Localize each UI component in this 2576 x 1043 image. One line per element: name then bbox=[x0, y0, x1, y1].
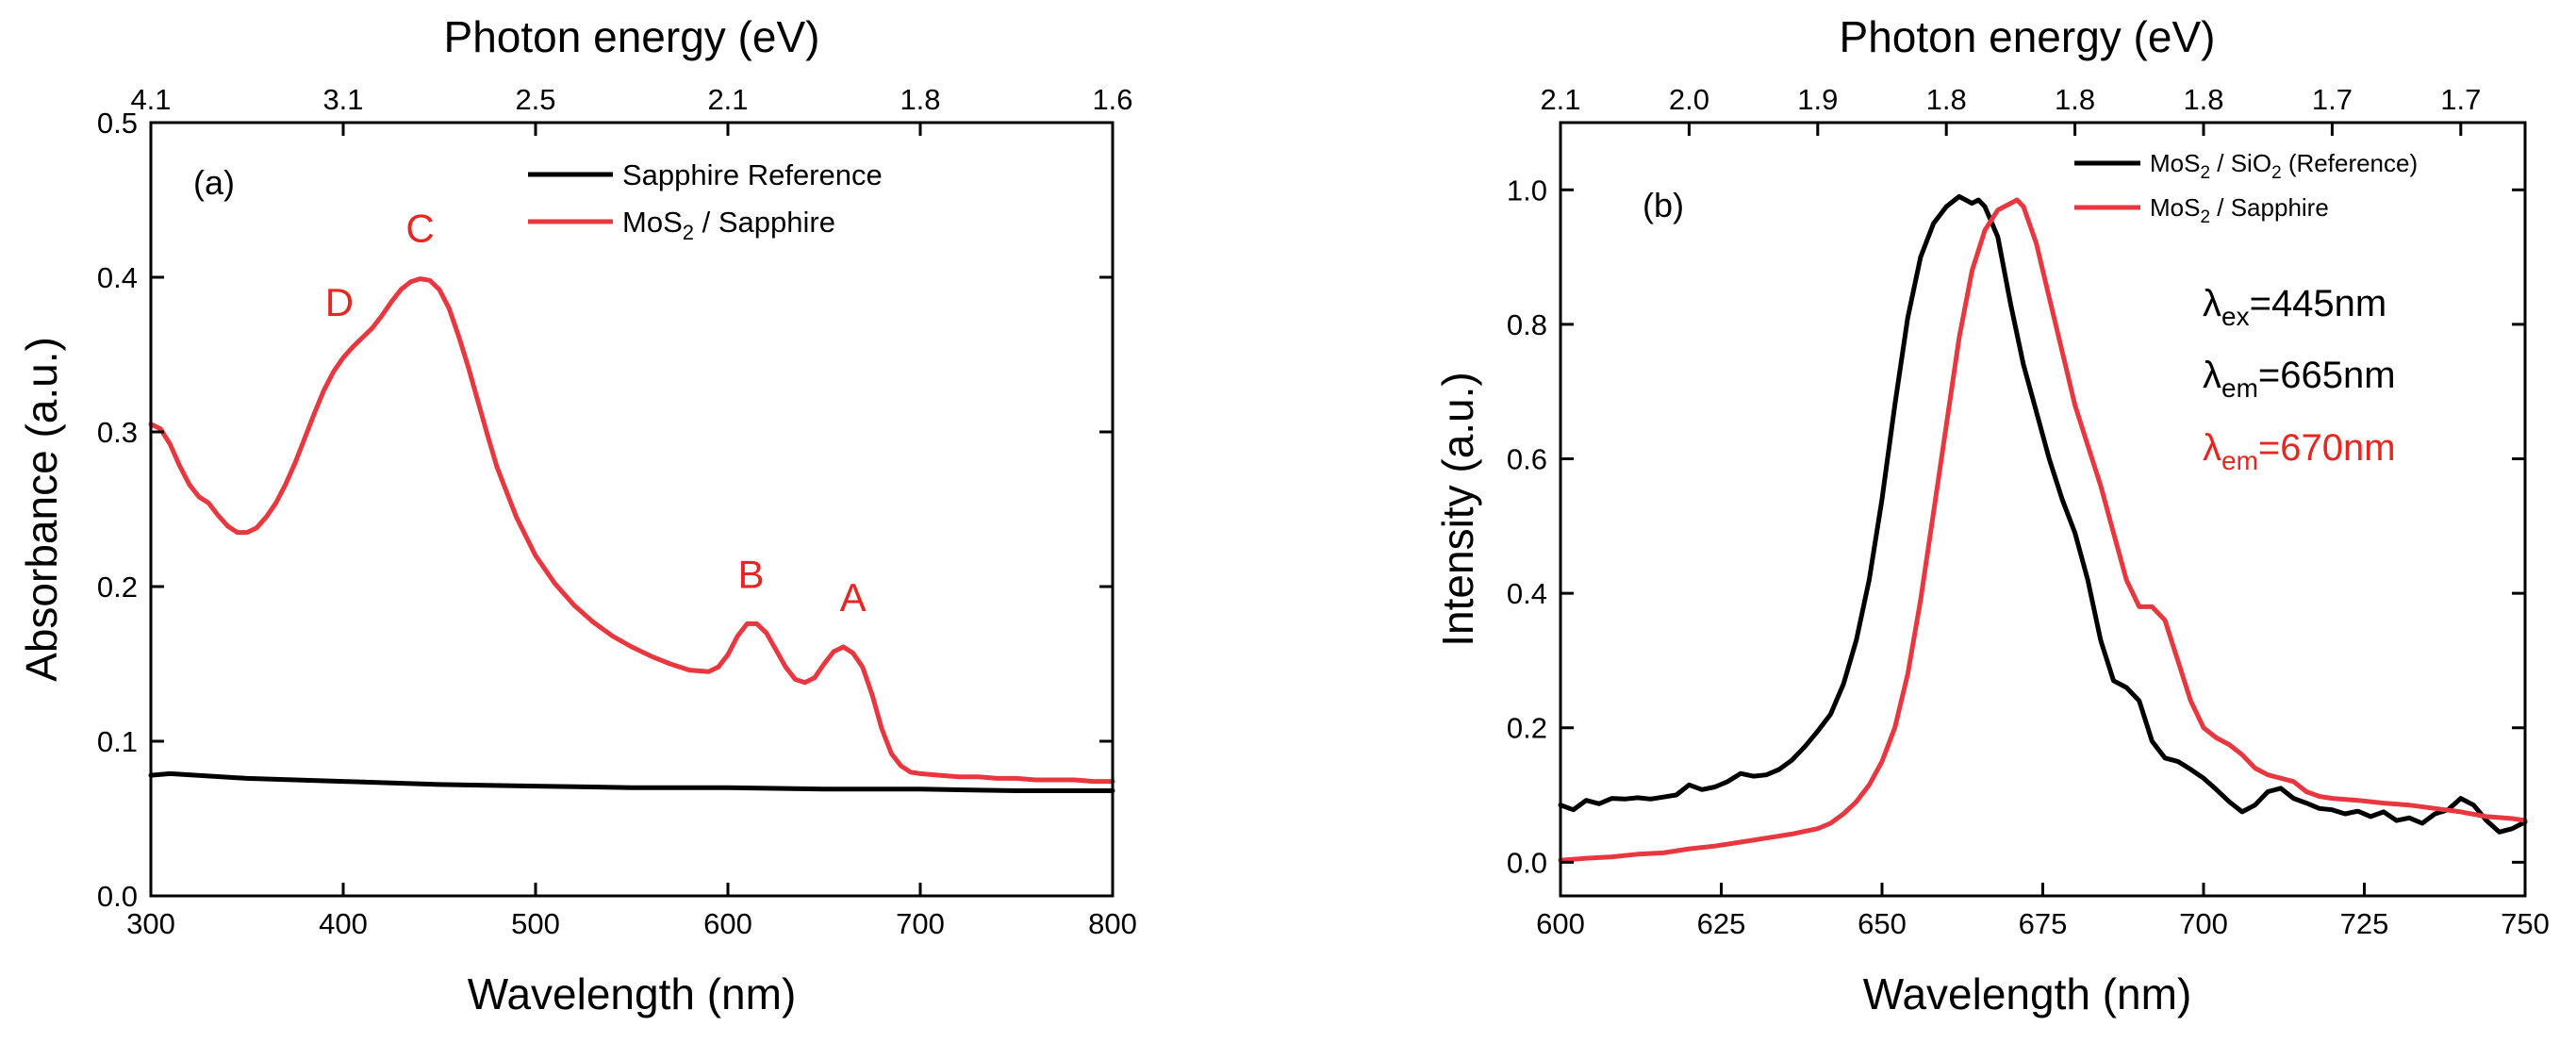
panel-a-legend-label-sapphire-reference: Sapphire Reference bbox=[622, 158, 883, 191]
panel-a-y-tick-label: 0.1 bbox=[97, 725, 138, 758]
panel-a-x-tick-label: 300 bbox=[126, 907, 175, 940]
panel-a-top-tick-label: 1.6 bbox=[1092, 83, 1132, 116]
panel-b-top-axis-title: Photon energy (eV) bbox=[1840, 12, 2216, 61]
panel-b-legend-label-mos2-sio2: MoS2 / SiO2 (Reference) bbox=[2150, 149, 2418, 183]
panel-a-legend-label-mos2-sapphire: MoS2 / Sapphire bbox=[622, 206, 835, 244]
panel-a-y-tick-label: 0.3 bbox=[97, 416, 138, 449]
panel-b-top-ticks: 2.1 2.0 1.9 1.8 1.8 1.8 1.7 1.7 bbox=[1540, 83, 2481, 136]
panel-b-top-tick-label: 2.1 bbox=[1540, 83, 1580, 116]
panel-a-x-axis-title: Wavelength (nm) bbox=[468, 969, 797, 1018]
panel-a-y-tick-label: 0.0 bbox=[97, 880, 138, 913]
panel-b-series-group bbox=[1558, 193, 2528, 863]
panel-a-series-line-1 bbox=[148, 276, 1115, 785]
panel-a-top-ticks: 4.1 3.1 2.5 2.1 1.8 1.6 bbox=[130, 83, 1133, 136]
panel-b-x-tick-label: 600 bbox=[1536, 907, 1585, 940]
panel-b-series-line-0 bbox=[1558, 193, 2528, 835]
panel-b-top-tick-label: 2.0 bbox=[1669, 83, 1709, 116]
panel-a-x-tick-label: 800 bbox=[1088, 907, 1137, 940]
panel-b-x-axis-title: Wavelength (nm) bbox=[1863, 969, 2192, 1018]
lambda-emission-reference-label: λem=665nm bbox=[2203, 355, 2396, 403]
panel-a-y-axis-title: Absorbance (a.u.) bbox=[17, 337, 66, 682]
panel-b-x-tick-label: 750 bbox=[2501, 907, 2550, 940]
panel-b-y-tick-label: 0.4 bbox=[1507, 577, 1547, 610]
panel-b-plot-frame bbox=[1559, 121, 2527, 898]
panel-a-peak-annotations: D C B A bbox=[325, 206, 867, 620]
panel-b-x-ticks: 600 625 650 675 700 725 750 bbox=[1536, 883, 2550, 940]
panel-a-absorbance-chart: 300 400 500 600 700 800 0.0 0.1 0.2 0.3 0.4 0.5 4.… bbox=[17, 12, 1137, 1018]
lambda-emission-sapphire-label: λem=670nm bbox=[2203, 427, 2396, 475]
panel-b-series-line-1 bbox=[1558, 197, 2528, 863]
peak-label-b: B bbox=[737, 553, 764, 597]
panel-a-label: (a) bbox=[193, 163, 235, 202]
panel-b-top-tick-label: 1.9 bbox=[1797, 83, 1838, 116]
panel-b-wavelength-annotations: λex=445nm λem=665nm λem=670nm bbox=[2203, 283, 2396, 475]
panel-b-legend: MoS2 / SiO2 (Reference) MoS2 / Sapphire bbox=[2074, 149, 2418, 227]
panel-a-top-tick-label: 2.5 bbox=[515, 83, 555, 116]
panel-b-x-tick-label: 675 bbox=[2019, 907, 2068, 940]
panel-b-label: (b) bbox=[1643, 186, 1684, 224]
panel-b-top-tick-label: 1.7 bbox=[2312, 83, 2353, 116]
panel-a-top-tick-label: 3.1 bbox=[322, 83, 363, 116]
panel-a-series-group bbox=[148, 276, 1115, 793]
panel-a-x-tick-label: 400 bbox=[319, 907, 368, 940]
panel-b-y-tick-label: 0.0 bbox=[1507, 846, 1547, 879]
panel-a-x-tick-label: 500 bbox=[511, 907, 560, 940]
panel-a-legend: Sapphire Reference MoS2 / Sapphire bbox=[528, 158, 883, 244]
panel-a-x-tick-label: 700 bbox=[896, 907, 945, 940]
panel-b-top-tick-label: 1.7 bbox=[2440, 83, 2481, 116]
panel-a-top-tick-label: 1.8 bbox=[900, 83, 940, 116]
panel-b-y-axis-title: Intensity (a.u.) bbox=[1433, 372, 1482, 646]
panel-b-legend-label-mos2-sapphire: MoS2 / Sapphire bbox=[2150, 193, 2329, 227]
panel-b-top-tick-label: 1.8 bbox=[1926, 83, 1967, 116]
panel-b-y-tick-label: 0.6 bbox=[1507, 443, 1547, 476]
peak-label-c: C bbox=[405, 206, 434, 250]
panel-b-photoluminescence-chart: 600 625 650 675 700 725 750 0.0 0.2 0.4 0.6 0.8 1.0… bbox=[1433, 12, 2550, 1018]
panel-b-y-tick-label: 0.8 bbox=[1507, 308, 1547, 341]
panel-b-x-tick-label: 725 bbox=[2340, 907, 2389, 940]
panel-a-x-ticks: 300 400 500 600 700 800 bbox=[126, 883, 1137, 940]
panel-b-x-tick-label: 650 bbox=[1858, 907, 1907, 940]
panel-b-y-ticks: 0.0 0.2 0.4 0.6 0.8 1.0 bbox=[1507, 174, 2525, 879]
panel-a-top-axis-title: Photon energy (eV) bbox=[444, 12, 820, 61]
panel-b-top-tick-label: 1.8 bbox=[2183, 83, 2223, 116]
panel-b-y-tick-label: 1.0 bbox=[1507, 174, 1547, 207]
lambda-excitation-label: λex=445nm bbox=[2203, 283, 2386, 331]
panel-b-x-tick-label: 625 bbox=[1697, 907, 1746, 940]
panel-a-y-tick-label: 0.5 bbox=[97, 107, 138, 140]
peak-label-a: A bbox=[840, 575, 867, 620]
panel-a-y-tick-label: 0.4 bbox=[97, 261, 138, 294]
panel-a-top-tick-label: 4.1 bbox=[130, 83, 171, 116]
panel-a-y-tick-label: 0.2 bbox=[97, 571, 138, 604]
panel-b-x-tick-label: 700 bbox=[2179, 907, 2228, 940]
panel-a-series-line-0 bbox=[148, 770, 1115, 793]
panel-a-y-ticks: 0.0 0.1 0.2 0.3 0.4 0.5 bbox=[97, 107, 1113, 913]
panel-b-top-tick-label: 1.8 bbox=[2055, 83, 2095, 116]
peak-label-d: D bbox=[325, 280, 354, 324]
panel-b-y-tick-label: 0.2 bbox=[1507, 712, 1547, 745]
panel-a-x-tick-label: 600 bbox=[703, 907, 752, 940]
panel-a-plot-frame bbox=[149, 121, 1115, 898]
panel-a-top-tick-label: 2.1 bbox=[707, 83, 748, 116]
